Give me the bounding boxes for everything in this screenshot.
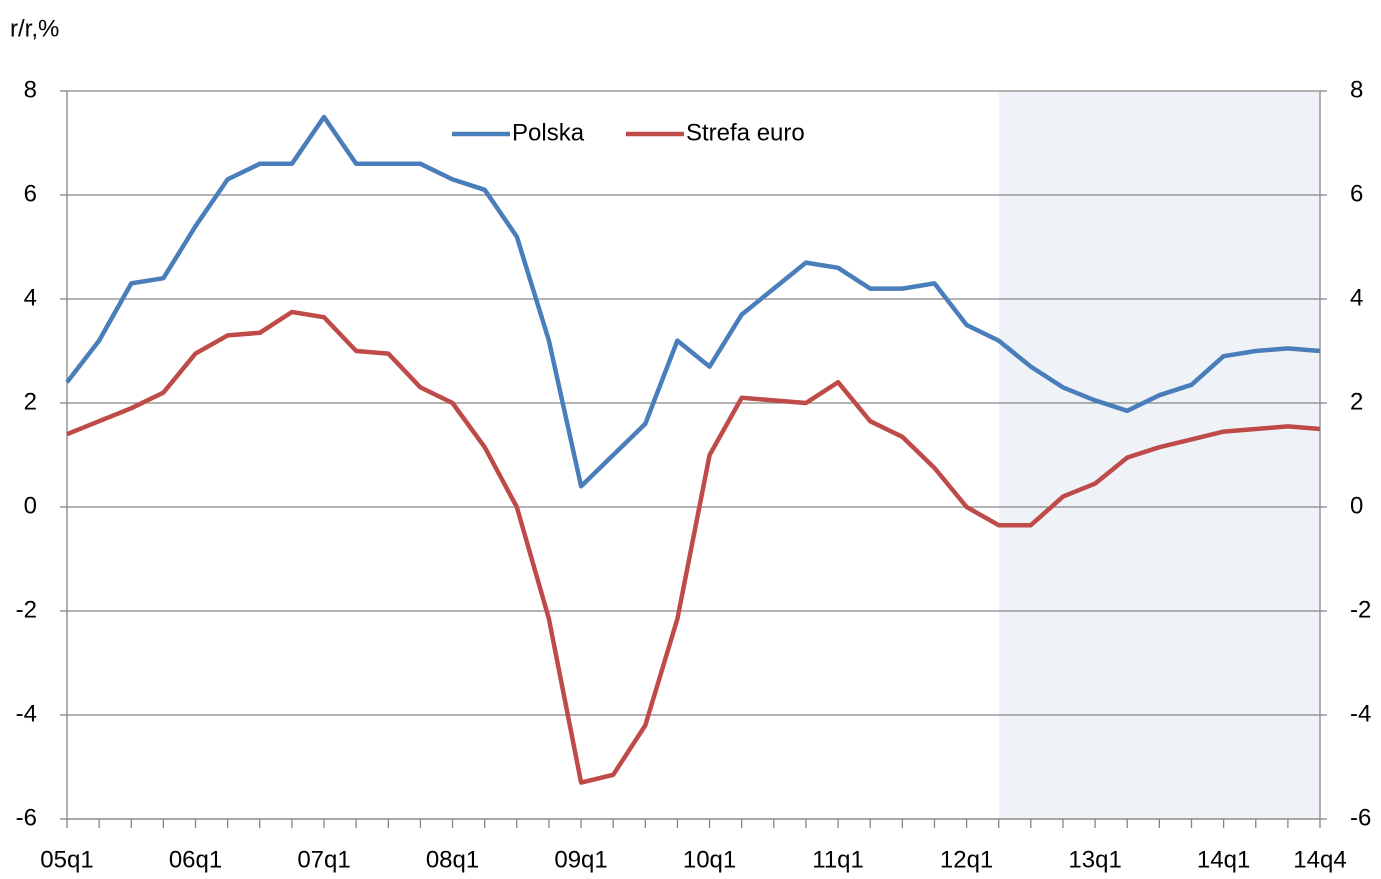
y-tick-label: 2 (24, 388, 37, 415)
y-tick-label: -2 (16, 596, 37, 623)
y2-tick-label: -4 (1350, 700, 1371, 727)
y-tick-label: 0 (24, 492, 37, 519)
legend-label: Strefa euro (686, 119, 805, 146)
y-tick-label: 6 (24, 180, 37, 207)
x-tick-label: 14q4 (1293, 846, 1346, 873)
x-tick-label: 10q1 (683, 846, 736, 873)
y2-tick-label: 8 (1350, 76, 1363, 103)
y2-tick-label: 0 (1350, 492, 1363, 519)
x-tick-label: 14q1 (1197, 846, 1250, 873)
x-tick-label: 09q1 (554, 846, 607, 873)
y-tick-label: 4 (24, 284, 37, 311)
x-tick-label: 05q1 (40, 846, 93, 873)
y2-tick-label: 4 (1350, 284, 1363, 311)
x-tick-label: 06q1 (169, 846, 222, 873)
y-tick-label: -6 (16, 804, 37, 831)
x-tick-label: 11q1 (812, 846, 864, 873)
legend-label: Polska (512, 119, 585, 146)
x-tick-label: 07q1 (297, 846, 350, 873)
forecast-shade (999, 91, 1320, 819)
y2-tick-label: -2 (1350, 596, 1371, 623)
y2-tick-label: 2 (1350, 388, 1363, 415)
y-tick-label: -4 (16, 700, 37, 727)
x-tick-label: 08q1 (426, 846, 479, 873)
x-tick-label: 13q1 (1068, 846, 1121, 873)
line-series (66, 309, 1321, 785)
y-axis-label: r/r,% (10, 15, 59, 42)
x-tick-label: 12q1 (940, 846, 993, 873)
y2-tick-label: -6 (1350, 804, 1371, 831)
y-tick-label: 8 (24, 76, 37, 103)
y2-tick-label: 6 (1350, 180, 1363, 207)
line-series (65, 114, 1321, 489)
